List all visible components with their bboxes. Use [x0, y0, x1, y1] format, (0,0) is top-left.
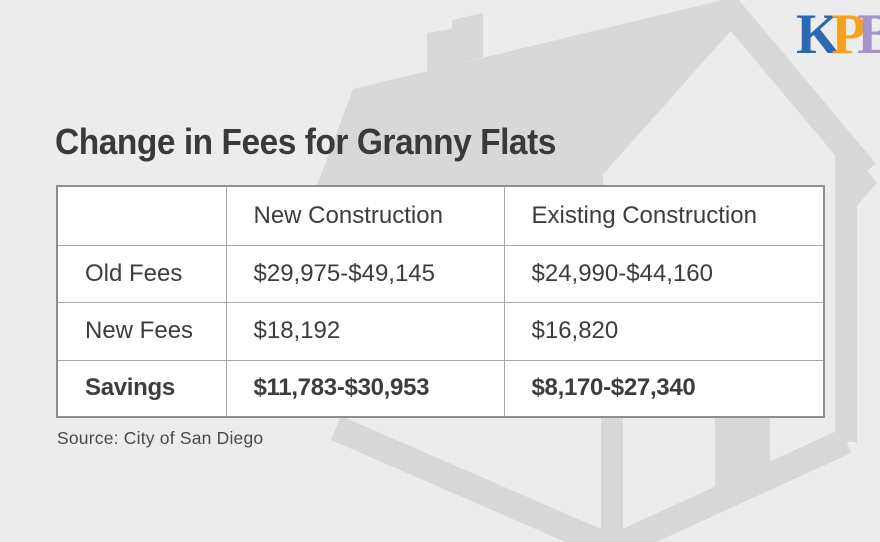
kpbs-logo: KPBS — [796, 6, 880, 63]
source-credit: Source: City of San Diego — [57, 428, 264, 448]
table-row-savings: Savings $11,783-$30,953 $8,170-$27,340 — [56, 359, 825, 418]
page-title: Change in Fees for Granny Flats — [55, 121, 556, 162]
table-row-old-fees: Old Fees $29,975-$49,145 $24,990-$44,160 — [56, 244, 825, 303]
kpbs-logo-letter-p: P — [831, 3, 866, 66]
chimney-shape — [427, 13, 483, 72]
header-cell-new-construction: New Construction — [225, 185, 505, 246]
cell-value: $11,783-$30,953 — [225, 359, 505, 418]
table-row-new-fees: New Fees $18,192 $16,820 — [56, 301, 825, 361]
kpbs-logo-letter-k: K — [796, 3, 840, 66]
cell-value: $24,990-$44,160 — [503, 244, 825, 303]
cell-value: $8,170-$27,340 — [503, 359, 825, 418]
header-cell-existing-construction: Existing Construction — [503, 185, 825, 246]
cell-value: $18,192 — [225, 301, 505, 361]
house-bottom-edge — [330, 416, 852, 542]
fees-table: New Construction Existing Construction O… — [56, 185, 825, 418]
row-label: Savings — [56, 359, 227, 418]
gable-outline — [584, 0, 876, 181]
row-label: Old Fees — [56, 244, 227, 303]
kpbs-logo-letter-b: B — [857, 3, 880, 66]
table-header-row: New Construction Existing Construction — [56, 185, 825, 246]
header-cell-empty — [56, 185, 227, 246]
cell-value: $16,820 — [503, 301, 825, 361]
row-label: New Fees — [56, 301, 227, 361]
cell-value: $29,975-$49,145 — [225, 244, 505, 303]
